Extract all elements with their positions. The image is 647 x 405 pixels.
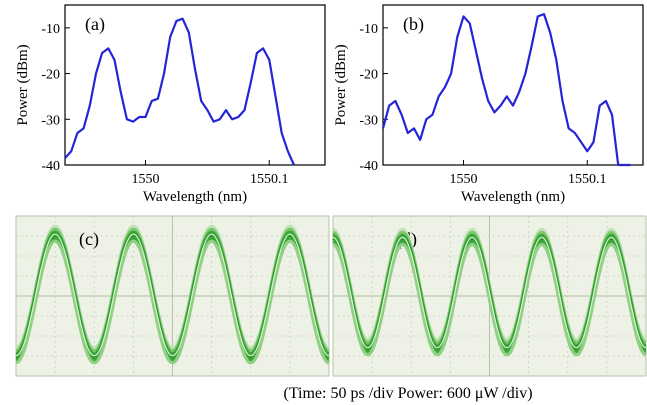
x-tick-label: 1550 bbox=[449, 172, 477, 187]
y-tick-label: -40 bbox=[41, 159, 60, 174]
waveform-highlight bbox=[332, 236, 647, 349]
waveform-trace bbox=[15, 239, 330, 365]
y-axis-label: Power (dBm) bbox=[333, 44, 349, 125]
y-tick-label: -10 bbox=[359, 22, 378, 37]
y-tick-label: -40 bbox=[359, 159, 378, 174]
panel-label: (a) bbox=[85, 14, 105, 35]
spectrum-line bbox=[64, 17, 296, 166]
panel-label: (c) bbox=[79, 229, 99, 250]
panel-c-waveform: (c) bbox=[15, 215, 330, 377]
plot-frame bbox=[64, 4, 326, 166]
panel-d-waveform: (d) bbox=[332, 215, 647, 377]
spectrum-line bbox=[381, 13, 631, 167]
y-tick-label: -10 bbox=[41, 22, 60, 37]
caption: (Time: 50 ps /div Power: 600 μW /div) bbox=[283, 385, 532, 402]
x-axis-label: Wavelength (nm) bbox=[143, 189, 247, 205]
x-tick-label: 1550.1 bbox=[250, 172, 289, 187]
x-tick-label: 1550 bbox=[131, 172, 159, 187]
x-axis-label: Wavelength (nm) bbox=[461, 189, 565, 205]
y-tick-label: -20 bbox=[41, 68, 60, 83]
y-tick-label: -30 bbox=[41, 113, 60, 128]
x-tick-label: 1550.1 bbox=[568, 172, 607, 187]
waveform-highlight bbox=[15, 233, 330, 357]
y-tick-label: -30 bbox=[359, 113, 378, 128]
waveform-trace bbox=[332, 242, 647, 357]
y-tick-label: -20 bbox=[359, 68, 378, 83]
panel-label: (b) bbox=[403, 14, 424, 35]
y-axis-label: Power (dBm) bbox=[15, 44, 31, 125]
plot-frame bbox=[382, 4, 644, 166]
